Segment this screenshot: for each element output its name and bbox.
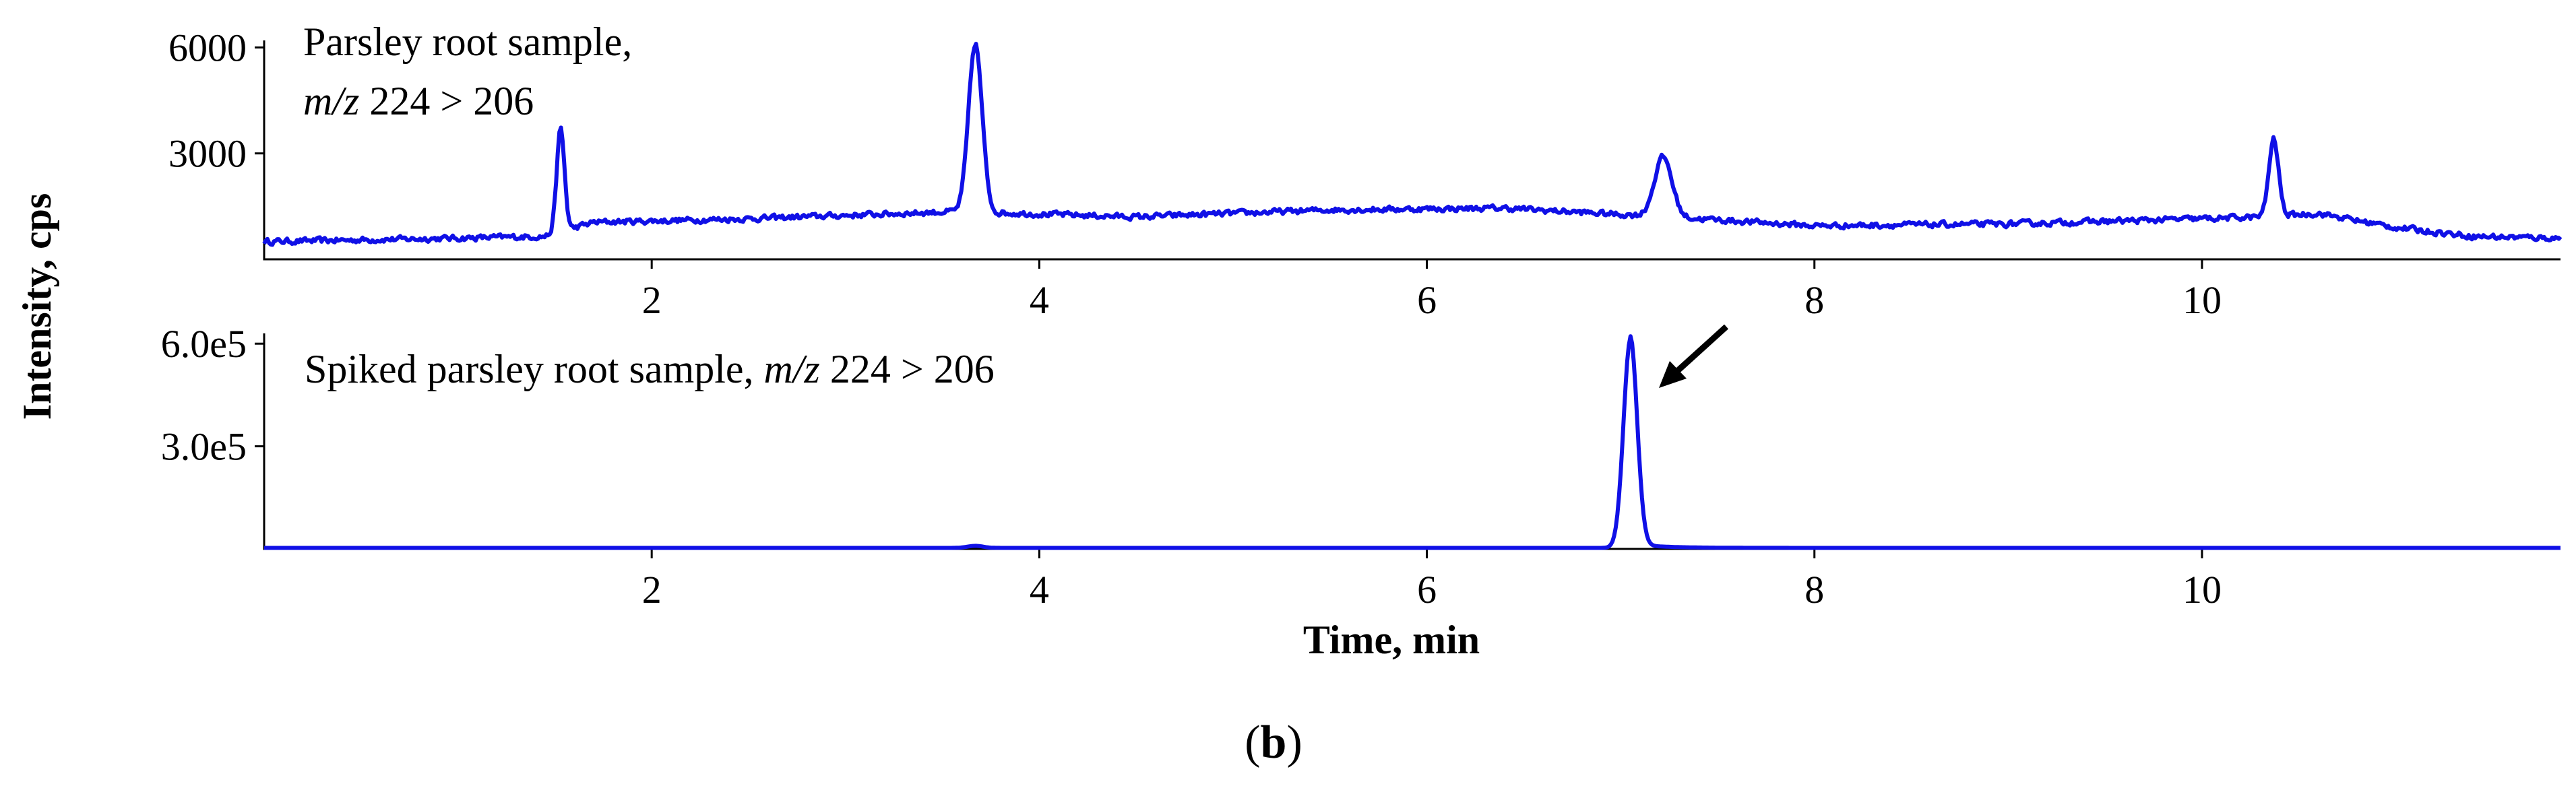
x-tick-label: 4 bbox=[1030, 568, 1049, 612]
x-tick-label: 2 bbox=[642, 568, 662, 612]
annotation-sample-name: Parsley root sample, bbox=[303, 20, 632, 64]
x-tick-label: 10 bbox=[2182, 568, 2222, 612]
annotation-transition: m/z 224 > 206 bbox=[303, 79, 534, 123]
chart-panel-parsley-root: 3000 6000 2 4 6 8 10 Parsley root sample, m/z… bbox=[168, 20, 2563, 322]
series-line-parsley-root bbox=[262, 42, 2563, 247]
x-ticks: 2 4 6 8 10 bbox=[642, 549, 2222, 612]
x-tick-label: 6 bbox=[1417, 568, 1437, 612]
y-tick-label: 3000 bbox=[168, 132, 247, 176]
x-tick-label: 2 bbox=[642, 278, 662, 322]
y-tick-label: 3.0e5 bbox=[161, 425, 247, 469]
transition-value: 224 > 206 bbox=[820, 347, 995, 391]
x-tick-label: 8 bbox=[1804, 568, 1824, 612]
axes-frame bbox=[263, 40, 2561, 261]
y-axis-label: Intensity, cps bbox=[15, 193, 59, 420]
mz-label: m/z bbox=[303, 79, 359, 123]
annotation-sample-name: Spiked parsley root sample, m/z 224 > 20… bbox=[305, 347, 995, 391]
arrow-annotation bbox=[1659, 324, 1729, 388]
y-ticks: 3000 6000 bbox=[168, 26, 264, 176]
y-ticks: 3.0e5 6.0e5 bbox=[161, 322, 264, 469]
chart-panel-spiked-parsley-root: 3.0e5 6.0e5 2 4 6 8 10 Spiked parsley root sa… bbox=[161, 322, 2561, 612]
transition-value: 224 > 206 bbox=[359, 79, 534, 123]
series-line-spiked-parsley-root bbox=[263, 334, 2561, 550]
x-tick-label: 6 bbox=[1417, 278, 1437, 322]
y-tick-label: 6000 bbox=[168, 26, 247, 69]
x-tick-label: 10 bbox=[2182, 278, 2222, 322]
y-tick-label: 6.0e5 bbox=[161, 322, 247, 366]
x-tick-label: 4 bbox=[1030, 278, 1049, 322]
panel-label: (b) bbox=[1245, 717, 1302, 768]
x-tick-label: 8 bbox=[1804, 278, 1824, 322]
mz-label: m/z bbox=[764, 347, 820, 391]
x-axis-label: Time, min bbox=[1303, 618, 1480, 662]
x-ticks: 2 4 6 8 10 bbox=[642, 259, 2222, 322]
sample-name: Spiked parsley root sample, bbox=[305, 347, 764, 391]
